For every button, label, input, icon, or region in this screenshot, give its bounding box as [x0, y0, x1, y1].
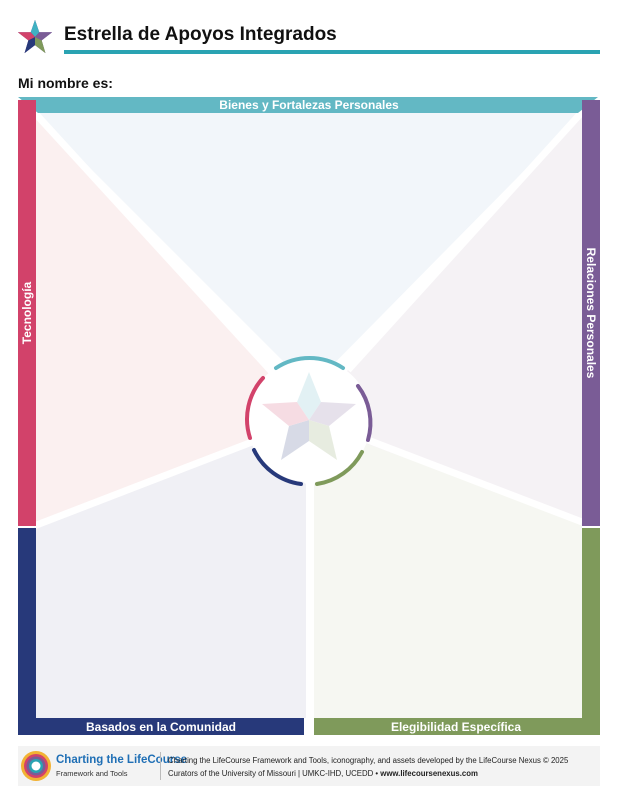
footer-curators-line: Curators of the University of Missouri |… — [168, 769, 478, 778]
center-circle — [247, 358, 371, 482]
footer-brand-subtitle: Framework and Tools — [56, 769, 128, 778]
segment-bottom-right-area[interactable] — [314, 440, 582, 718]
segment-right-band — [582, 100, 600, 526]
lifecourse-circle-logo-icon — [21, 751, 51, 781]
segment-top-area[interactable] — [34, 112, 582, 388]
center-ring — [245, 356, 373, 486]
segment-bottom-left-side-band — [18, 528, 36, 735]
footer-credit-line: Charting the LifeCourse Framework and To… — [168, 756, 569, 765]
segment-left-label: Tecnología — [20, 281, 34, 344]
segment-right-label: Relaciones Personales — [584, 248, 598, 379]
segment-bottom-right-label: Elegibilidad Específica — [391, 720, 521, 734]
footer-divider — [160, 752, 161, 780]
segment-left-area[interactable] — [34, 112, 270, 526]
footer: Charting the LifeCourse Framework and To… — [18, 746, 600, 786]
segment-bottom-left-area[interactable] — [34, 442, 306, 718]
center-star-icon — [262, 372, 356, 460]
title-underline — [64, 50, 600, 54]
segment-bottom-left-label: Basados en la Comunidad — [86, 720, 236, 734]
footer-curators-text: Curators of the University of Missouri |… — [168, 769, 381, 778]
segment-top-band — [18, 97, 598, 113]
page-title: Estrella de Apoyos Integrados — [64, 24, 337, 45]
segment-right-area[interactable] — [310, 112, 582, 522]
segment-top-label: Bienes y Fortalezas Personales — [219, 98, 399, 112]
footer-website-link[interactable]: www.lifecoursenexus.com — [380, 769, 478, 778]
footer-brand: Charting the LifeCourse — [56, 754, 187, 766]
star-dividers — [31, 109, 585, 720]
segment-bottom-right-band — [314, 718, 600, 735]
segment-bottom-right-side-band — [582, 528, 600, 735]
segment-bottom-left-band — [18, 718, 304, 735]
name-field-label: Mi nombre es: — [18, 75, 113, 91]
lifecourse-star-icon — [17, 19, 53, 54]
segment-left-band — [18, 100, 36, 526]
